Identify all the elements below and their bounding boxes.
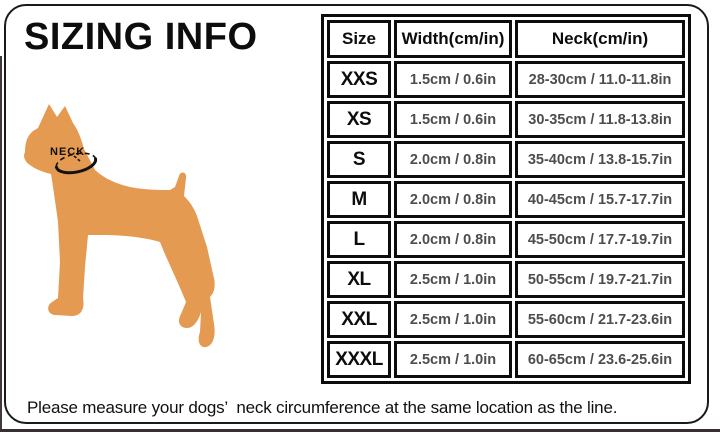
neck-cell: 40-45cm / 15.7-17.7in (515, 181, 685, 218)
neck-line-solid (54, 157, 98, 175)
neck-cell: 35-40cm / 13.8-15.7in (515, 141, 685, 178)
table-header-row: Size Width(cm/in) Neck(cm/in) (327, 20, 685, 58)
bottom-edge-line (0, 429, 720, 432)
table-row: XXXL 2.5cm / 1.0in 60-65cm / 23.6-25.6in (327, 341, 685, 378)
column-header-neck: Neck(cm/in) (515, 20, 685, 58)
neck-cell: 30-35cm / 11.8-13.8in (515, 101, 685, 138)
neck-pointer (73, 155, 81, 162)
table-row: XXL 2.5cm / 1.0in 55-60cm / 21.7-23.6in (327, 301, 685, 338)
width-cell: 1.5cm / 0.6in (394, 101, 512, 138)
neck-measure-ellipse (54, 152, 98, 175)
size-cell: M (327, 181, 391, 218)
column-header-size: Size (327, 20, 391, 58)
dog-neck-diagram: NECK (24, 104, 215, 348)
column-header-width: Width(cm/in) (394, 20, 512, 58)
neck-cell: 55-60cm / 21.7-23.6in (515, 301, 685, 338)
width-cell: 2.5cm / 1.0in (394, 301, 512, 338)
neck-label: NECK (50, 146, 85, 158)
page-title: SIZING INFO (24, 16, 258, 58)
table-row: M 2.0cm / 0.8in 40-45cm / 15.7-17.7in (327, 181, 685, 218)
measurement-caption: Please measure your dogs’ neck circumfer… (27, 398, 618, 417)
size-table-body: XXS 1.5cm / 0.6in 28-30cm / 11.0-11.8in … (327, 61, 685, 378)
width-cell: 2.5cm / 1.0in (394, 341, 512, 378)
neck-cell: 45-50cm / 17.7-19.7in (515, 221, 685, 258)
table-row: XL 2.5cm / 1.0in 50-55cm / 19.7-21.7in (327, 261, 685, 298)
neck-cell: 28-30cm / 11.0-11.8in (515, 61, 685, 98)
size-table: Size Width(cm/in) Neck(cm/in) XXS 1.5cm … (321, 14, 691, 384)
dog-silhouette (24, 104, 215, 348)
size-cell: XXXL (327, 341, 391, 378)
width-cell: 2.0cm / 0.8in (394, 181, 512, 218)
size-cell: S (327, 141, 391, 178)
rounded-frame (4, 4, 709, 424)
table-row: XXS 1.5cm / 0.6in 28-30cm / 11.0-11.8in (327, 61, 685, 98)
left-edge-line (0, 56, 2, 432)
width-cell: 2.0cm / 0.8in (394, 221, 512, 258)
width-cell: 2.0cm / 0.8in (394, 141, 512, 178)
neck-cell: 50-55cm / 19.7-21.7in (515, 261, 685, 298)
width-cell: 2.5cm / 1.0in (394, 261, 512, 298)
size-cell: L (327, 221, 391, 258)
width-cell: 1.5cm / 0.6in (394, 61, 512, 98)
table-row: XS 1.5cm / 0.6in 30-35cm / 11.8-13.8in (327, 101, 685, 138)
neck-line-dashed (55, 152, 97, 168)
table-row: S 2.0cm / 0.8in 35-40cm / 13.8-15.7in (327, 141, 685, 178)
size-cell: XXL (327, 301, 391, 338)
neck-cell: 60-65cm / 23.6-25.6in (515, 341, 685, 378)
table-row: L 2.0cm / 0.8in 45-50cm / 17.7-19.7in (327, 221, 685, 258)
size-cell: XS (327, 101, 391, 138)
size-cell: XXS (327, 61, 391, 98)
size-cell: XL (327, 261, 391, 298)
